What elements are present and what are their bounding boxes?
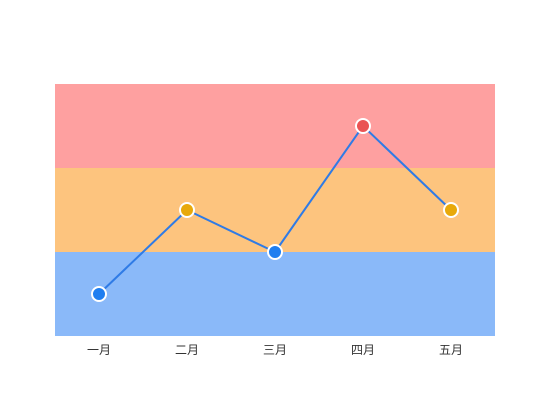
x-tick-label: 一月 xyxy=(87,343,111,357)
x-tick-label: 三月 xyxy=(263,343,287,357)
x-axis: 一月 二月 三月 四月 五月 xyxy=(87,343,463,357)
background-bands xyxy=(55,84,495,336)
band-0 xyxy=(55,252,495,336)
data-point[interactable] xyxy=(267,244,283,260)
band-2 xyxy=(55,84,495,168)
x-tick-label: 五月 xyxy=(439,343,463,357)
x-tick-label: 四月 xyxy=(351,343,375,357)
data-point[interactable] xyxy=(443,202,459,218)
data-points xyxy=(91,118,459,302)
data-point[interactable] xyxy=(91,286,107,302)
band-1 xyxy=(55,168,495,252)
x-tick-label: 二月 xyxy=(175,343,199,357)
data-point[interactable] xyxy=(179,202,195,218)
data-point[interactable] xyxy=(355,118,371,134)
